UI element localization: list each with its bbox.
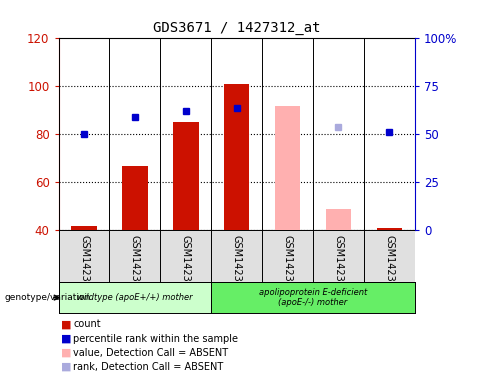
Bar — [377, 228, 402, 230]
Text: genotype/variation: genotype/variation — [5, 293, 91, 302]
Bar — [173, 122, 199, 230]
Text: ■: ■ — [61, 319, 71, 329]
Text: GSM142369: GSM142369 — [130, 235, 140, 293]
Bar — [326, 209, 351, 230]
Text: value, Detection Call = ABSENT: value, Detection Call = ABSENT — [73, 348, 228, 358]
Text: GSM142374: GSM142374 — [283, 235, 293, 294]
Text: percentile rank within the sample: percentile rank within the sample — [73, 334, 238, 344]
Bar — [122, 166, 148, 230]
Text: GSM142372: GSM142372 — [232, 235, 242, 294]
Text: ■: ■ — [61, 348, 71, 358]
Text: count: count — [73, 319, 101, 329]
Bar — [71, 225, 97, 230]
Text: rank, Detection Call = ABSENT: rank, Detection Call = ABSENT — [73, 362, 224, 372]
Text: wildtype (apoE+/+) mother: wildtype (apoE+/+) mother — [77, 293, 193, 302]
Text: GSM142367: GSM142367 — [79, 235, 89, 294]
Text: ■: ■ — [61, 334, 71, 344]
Bar — [275, 106, 300, 230]
Text: GSM142376: GSM142376 — [333, 235, 344, 294]
Text: apolipoprotein E-deficient
(apoE-/-) mother: apolipoprotein E-deficient (apoE-/-) mot… — [259, 288, 367, 307]
Text: ■: ■ — [61, 362, 71, 372]
Text: GSM142370: GSM142370 — [181, 235, 191, 294]
Bar — [59, 282, 211, 313]
Bar — [224, 84, 249, 230]
Title: GDS3671 / 1427312_at: GDS3671 / 1427312_at — [153, 21, 321, 35]
Text: GSM142380: GSM142380 — [385, 235, 394, 293]
Bar — [211, 282, 415, 313]
